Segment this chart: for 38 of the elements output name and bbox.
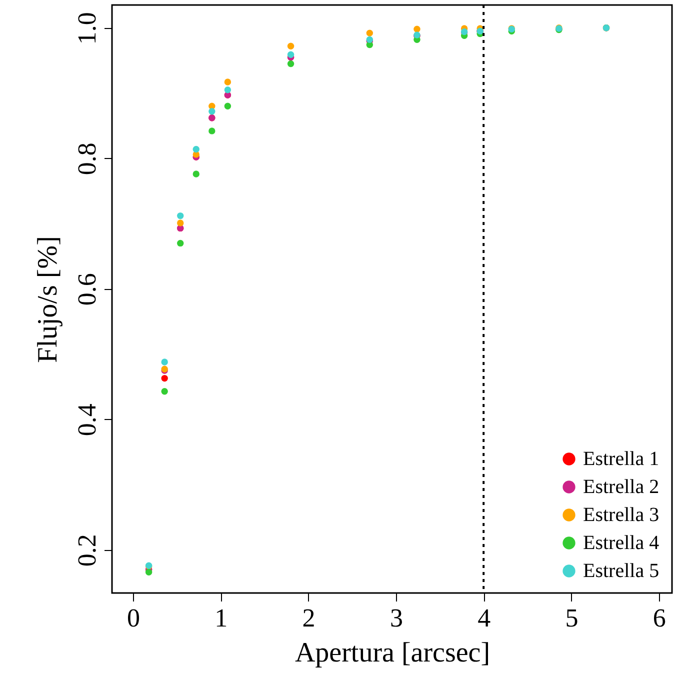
y-axis-title: Flujo/s [%] — [32, 236, 64, 363]
y-tick-label: 0.8 — [72, 142, 102, 176]
y-tick-label: 0.2 — [72, 534, 102, 567]
point — [161, 374, 168, 382]
legend-label: Estrella 5 — [583, 560, 660, 582]
legend-label: Estrella 1 — [583, 448, 660, 470]
point — [208, 128, 216, 134]
y-tick-label: 0.4 — [72, 404, 102, 436]
x-tick-label: 4 — [478, 604, 491, 632]
point — [192, 170, 200, 178]
point — [208, 108, 216, 115]
point — [177, 212, 184, 220]
point — [177, 220, 184, 226]
point — [224, 102, 232, 110]
point — [161, 388, 168, 395]
x-tick-label: 6 — [652, 604, 666, 632]
x-tick-label: 1 — [214, 604, 228, 632]
point — [161, 358, 168, 366]
y-tick-label: 1.0 — [72, 12, 102, 45]
point — [287, 60, 294, 68]
legend-label: Estrella 3 — [583, 504, 660, 526]
point — [366, 30, 374, 36]
point — [224, 78, 232, 86]
legend-label: Estrella 4 — [583, 532, 660, 554]
point — [177, 240, 184, 247]
x-tick-label: 0 — [127, 604, 140, 632]
point — [414, 26, 420, 32]
x-axis-title: Apertura [arcsec] — [294, 638, 490, 668]
point — [287, 42, 294, 50]
x-tick-label: 2 — [302, 604, 316, 632]
point — [287, 51, 294, 58]
point — [145, 568, 152, 576]
x-tick-label: 5 — [565, 604, 578, 632]
y-tick-label: 0.6 — [72, 273, 102, 306]
legend-label: Estrella 2 — [583, 476, 660, 498]
point — [224, 86, 232, 94]
point — [192, 146, 200, 153]
x-tick-label: 3 — [390, 604, 403, 632]
